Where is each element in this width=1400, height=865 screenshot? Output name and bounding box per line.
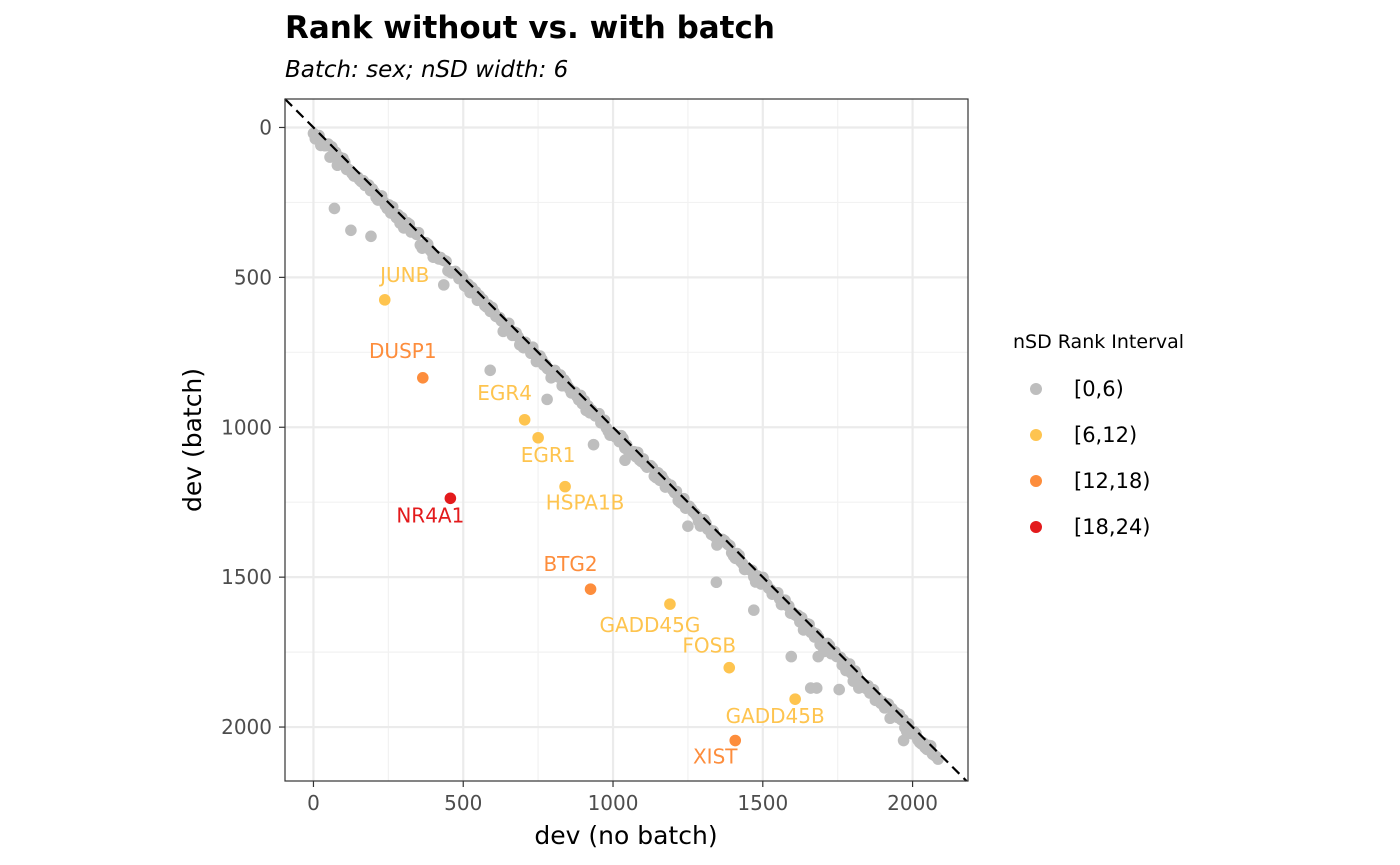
legend-label: [6,12) <box>1074 423 1137 447</box>
point-label: HSPA1B <box>546 491 625 515</box>
legend-key <box>1030 521 1042 533</box>
legend-key <box>1030 429 1042 441</box>
data-point <box>437 279 450 291</box>
data-point <box>365 230 377 243</box>
point-label: FOSB <box>682 634 736 658</box>
x-axis-title: dev (no batch) <box>534 821 717 850</box>
data-point-junb <box>378 294 391 306</box>
data-point-nr4a1 <box>444 492 457 505</box>
y-tick-label: 500 <box>234 265 272 289</box>
data-point <box>897 734 910 747</box>
legend-label: [18,24) <box>1074 515 1151 539</box>
point-label: JUNB <box>378 263 429 287</box>
point-label: NR4A1 <box>396 503 464 527</box>
legend-key <box>1030 475 1042 487</box>
data-point <box>833 683 845 696</box>
data-point <box>710 576 723 589</box>
data-point-gadd45b <box>789 693 801 705</box>
data-point-fosb <box>723 661 736 674</box>
legend-label: [0,6) <box>1074 377 1124 401</box>
data-point <box>587 438 600 451</box>
x-axis-ticks: 0 500 1000 1500 2000 <box>307 781 938 815</box>
x-tick-label: 2000 <box>887 791 938 815</box>
data-point-xist <box>729 734 742 747</box>
point-labels: JUNB DUSP1 EGR4 EGR1 HSPA1B NR4A1 BTG2 GADD45GF… <box>369 263 825 769</box>
data-point <box>785 650 798 663</box>
y-tick-label: 1500 <box>221 565 272 589</box>
data-point-hspa1b <box>559 480 571 493</box>
point-label: BTG2 <box>543 552 597 576</box>
data-point <box>619 454 631 467</box>
data-point-dusp1 <box>416 371 429 384</box>
data-point <box>812 650 825 663</box>
chart-title: Rank without vs. with batch <box>285 10 775 46</box>
data-point-gadd45g <box>664 598 676 610</box>
data-point <box>682 520 694 532</box>
data-point-egr1 <box>532 431 544 444</box>
point-label: GADD45B <box>726 704 825 728</box>
data-point <box>541 393 553 406</box>
legend: nSD Rank Interval [0,6) [6,12) [12,18) [18,… <box>1013 331 1184 539</box>
y-tick-label: 1000 <box>221 415 272 439</box>
y-tick-label: 2000 <box>221 715 272 739</box>
data-point <box>748 604 760 616</box>
point-label: EGR4 <box>477 381 532 405</box>
data-point <box>810 682 823 694</box>
legend-title: nSD Rank Interval <box>1013 331 1184 353</box>
x-tick-label: 0 <box>307 791 320 815</box>
x-tick-label: 1500 <box>737 791 788 815</box>
x-tick-label: 1000 <box>588 791 639 815</box>
legend-key <box>1030 383 1042 395</box>
data-point <box>345 224 357 237</box>
plot-panel: JUNB DUSP1 EGR4 EGR1 HSPA1B NR4A1 BTG2 GADD45GF… <box>284 98 969 782</box>
points-highlighted <box>378 294 801 747</box>
point-label: GADD45G <box>599 613 700 637</box>
chart-subtitle: Batch: sex; nSD width: 6 <box>285 57 568 83</box>
data-point <box>484 364 496 377</box>
x-tick-label: 500 <box>444 791 482 815</box>
data-point-btg2 <box>584 583 597 595</box>
point-label: XIST <box>693 745 738 769</box>
data-point <box>328 202 341 215</box>
legend-label: [12,18) <box>1074 469 1151 493</box>
data-point-egr4 <box>518 413 531 426</box>
point-label: EGR1 <box>521 443 576 467</box>
y-tick-label: 0 <box>259 115 272 139</box>
panel-border <box>284 98 969 782</box>
y-axis-ticks: 0 500 1000 1500 2000 <box>221 115 285 739</box>
identity-reference-line <box>284 98 968 782</box>
point-label: DUSP1 <box>369 339 437 363</box>
y-axis-title: dev (batch) <box>178 368 207 512</box>
